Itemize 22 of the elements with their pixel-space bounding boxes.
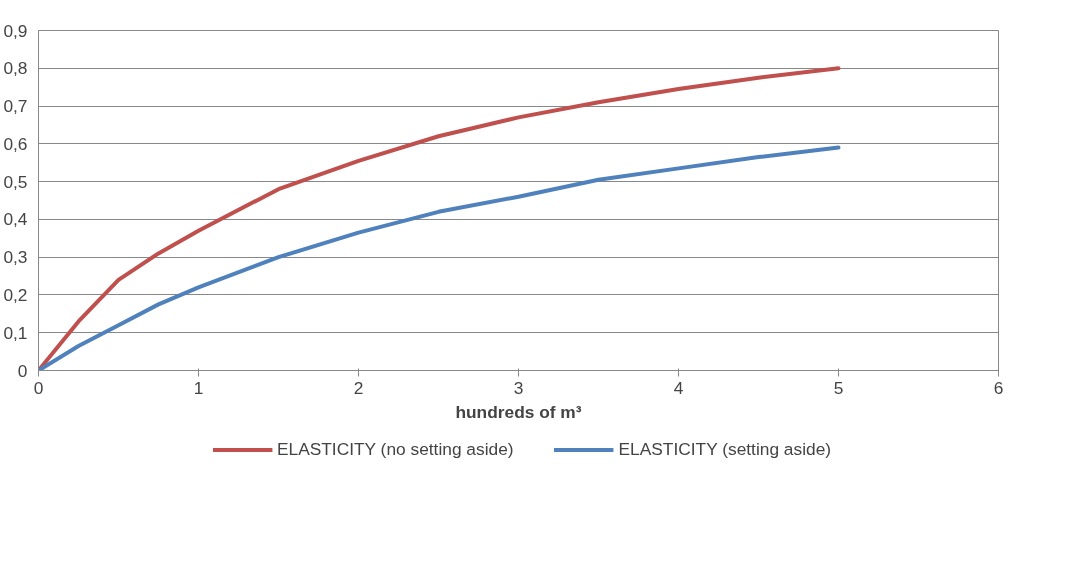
- x-tick-label: 5: [833, 377, 844, 398]
- y-tick-label: 0,3: [3, 247, 28, 268]
- y-tick-label: 0,9: [3, 20, 28, 41]
- x-tick-label: 6: [993, 377, 1004, 398]
- y-tick-label: 0,8: [3, 58, 28, 79]
- y-tick-label: 0,4: [3, 209, 28, 230]
- y-tick-label: 0: [17, 360, 28, 381]
- line-series: [38, 145, 841, 371]
- legend-label: ELASTICITY (setting aside): [618, 438, 832, 460]
- x-tick-label: 2: [353, 377, 364, 398]
- line-series: [38, 66, 841, 371]
- x-tick-label: 3: [513, 377, 524, 398]
- y-tick-label: 0,2: [3, 284, 28, 305]
- x-tick-label: 0: [33, 377, 44, 398]
- x-tick-label: 1: [193, 377, 204, 398]
- x-axis-title: hundreds of m³: [455, 401, 582, 422]
- legend-label: ELASTICITY (no setting aside): [276, 438, 514, 460]
- y-tick-label: 0,5: [3, 171, 28, 192]
- x-tick-label: 4: [673, 377, 684, 398]
- y-tick-label: 0,7: [3, 96, 28, 117]
- y-tick-label: 0,1: [3, 322, 28, 343]
- y-tick-label: 0,6: [3, 133, 28, 154]
